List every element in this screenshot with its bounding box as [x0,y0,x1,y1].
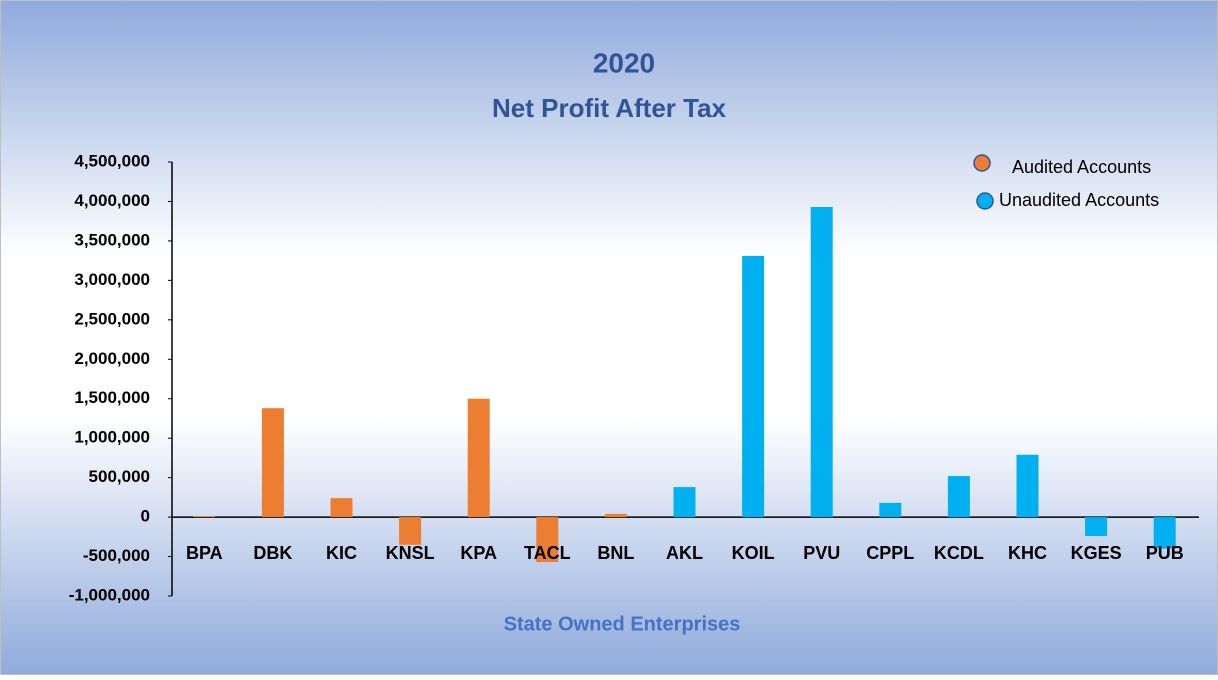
bar [947,476,970,518]
chart-title: 2020 [593,47,655,78]
y-tick-label: -1,000,000 [69,585,150,604]
x-tick-label: DBK [253,543,292,563]
y-tick-label: 2,000,000 [74,349,150,368]
bar [742,255,765,518]
x-tick-label: CPPL [866,543,914,563]
x-tick-label: BPA [186,543,223,563]
bar [810,206,833,518]
x-tick-label: KIC [326,543,357,563]
x-tick-label: KHC [1008,543,1047,563]
bar [673,487,696,518]
x-tick-label: KNSL [386,543,435,563]
legend-label: Audited Accounts [1012,157,1151,177]
y-tick-label: 4,000,000 [74,191,150,210]
y-tick-label: -500,000 [83,546,150,565]
x-tick-label: TACL [524,543,571,563]
x-tick-label: PVU [803,543,840,563]
bar [261,408,284,518]
bar [879,502,902,518]
bar [193,516,216,518]
x-tick-label: PUB [1146,543,1184,563]
bar [399,517,422,545]
bar [536,517,559,563]
x-tick-label: KCDL [934,543,984,563]
y-tick-label: 1,000,000 [74,428,150,447]
bar [604,513,627,518]
bar [330,498,353,518]
y-tick-label: 3,000,000 [74,270,150,289]
y-tick-label: 500,000 [89,467,150,486]
x-tick-label: BNL [597,543,634,563]
y-tick-label: 1,500,000 [74,388,150,407]
legend-label: Unaudited Accounts [999,190,1159,210]
y-tick-label: 0 [141,507,150,526]
bar [1153,517,1176,549]
x-axis-label: State Owned Enterprises [504,613,741,635]
x-tick-label: KOIL [732,543,775,563]
y-tick-label: 4,500,000 [74,151,150,170]
legend-marker [976,192,994,210]
chart-subtitle: Net Profit After Tax [492,93,727,123]
bar [1016,454,1039,518]
y-tick-label: 3,500,000 [74,230,150,249]
x-tick-label: KPA [460,543,497,563]
bar [467,398,490,518]
bar [1085,517,1108,537]
x-tick-label: AKL [666,543,703,563]
y-tick-label: 2,500,000 [74,309,150,328]
x-tick-label: KGES [1071,543,1122,563]
legend-marker [973,154,991,172]
